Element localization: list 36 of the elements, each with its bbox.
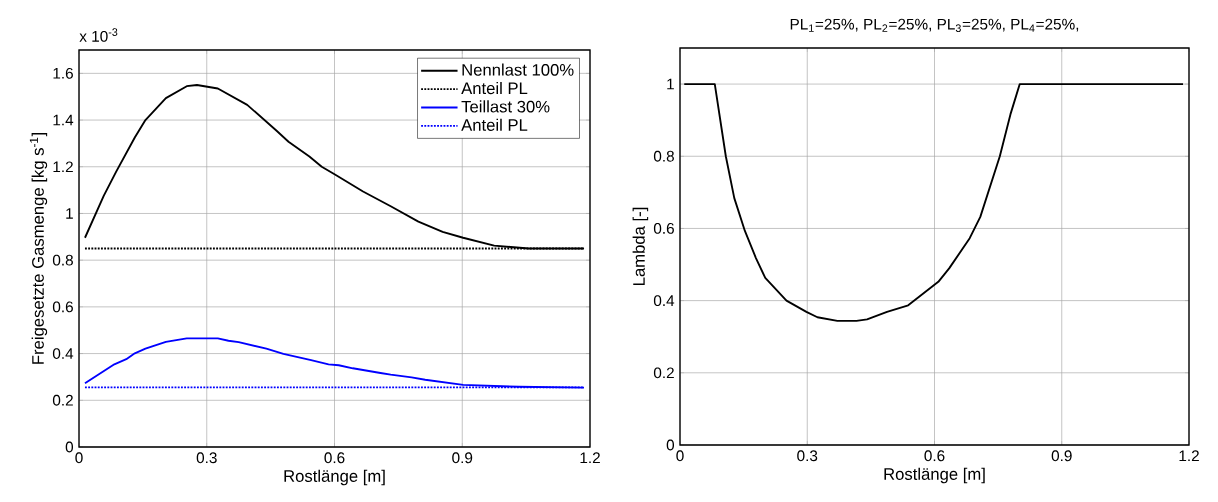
y-tick-label: 0.8 — [52, 254, 73, 266]
y-tick-label: 0.2 — [52, 394, 73, 406]
x-axis-title: Rostlänge [m] — [884, 467, 985, 484]
y-axis-title: Freigesetzte Gasmenge [kg s$^{-1}$] — [29, 132, 48, 364]
legend-label: Anteil PL — [461, 118, 528, 131]
x-tick-label: 0.3 — [196, 452, 217, 464]
x-tick-label: 0 — [676, 450, 684, 462]
y-tick-label: 0.6 — [52, 301, 73, 313]
y-tick-label: 1.4 — [53, 114, 74, 126]
y-tick-label: 0 — [65, 441, 74, 453]
y-tick-label: 0.6 — [653, 223, 674, 234]
x-tick-label: 0.3 — [797, 450, 818, 462]
y-axis-title: Lambda [-] — [632, 207, 649, 285]
legend-label: Nennlast 100% — [462, 63, 574, 76]
x-tick-label: 0.9 — [1051, 450, 1072, 462]
chart-title: PL$_{1}$=25%, PL$_{2}$=25%, PL$_{3}$=25%, PL$_{4}$=25%, — [790, 18, 1079, 32]
x-tick-label: 0.6 — [324, 452, 345, 464]
y-tick-label: 0.4 — [52, 348, 74, 359]
x-tick-label: 0.9 — [452, 452, 473, 464]
line-series — [683, 83, 1184, 322]
x-axis-title: Rostlänge [m] — [284, 469, 385, 486]
y-tick-label: 0.2 — [653, 367, 674, 379]
text: x 10$^{-3}$ — [79, 28, 118, 42]
y-tick-label: 0.4 — [653, 295, 675, 307]
legend-label: Teillast 30% — [461, 100, 550, 113]
x-tick-label: 1.2 — [1179, 450, 1199, 462]
y-tick-label: 1.2 — [53, 161, 73, 173]
y-tick-label: 1 — [667, 78, 674, 90]
x-tick-label: 1.2 — [580, 452, 600, 464]
y-tick-label: 1.6 — [53, 67, 73, 79]
legend-label: Anteil PL — [461, 81, 528, 95]
x-tick-label: 0 — [75, 452, 83, 464]
y-tick-label: 0 — [666, 439, 675, 451]
y-tick-label: 0.8 — [653, 150, 674, 162]
y-tick-label: 1 — [66, 208, 73, 219]
x-tick-label: 0.6 — [924, 450, 945, 462]
